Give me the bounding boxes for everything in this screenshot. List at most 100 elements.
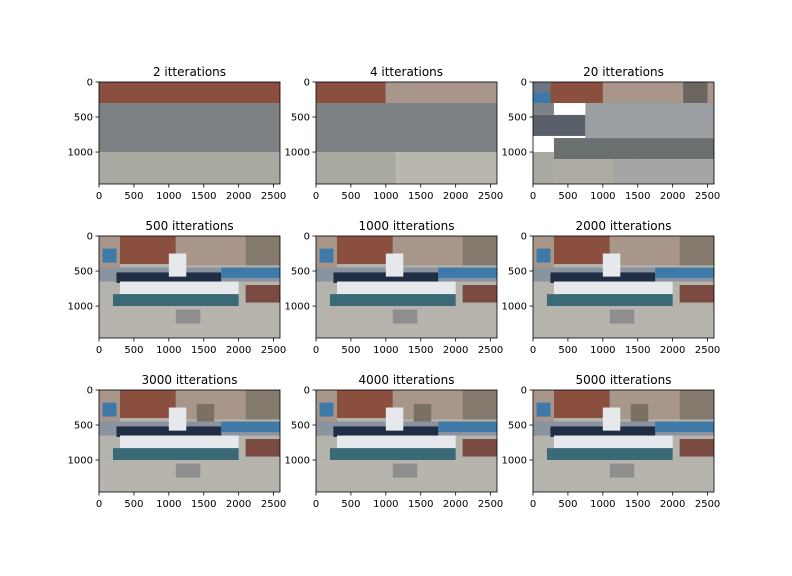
image-block (553, 435, 673, 449)
y-tick-label: 500 (508, 113, 527, 124)
panel-image (533, 390, 714, 492)
x-tick-label: 1000 (590, 499, 615, 510)
panel-image (99, 390, 280, 492)
axes-frame (315, 389, 498, 493)
image-block (196, 404, 215, 426)
x-tick-label: 0 (530, 499, 536, 510)
panel-title: 2 itterations (153, 65, 226, 79)
x-tick-label: 1500 (625, 345, 650, 356)
x-tick-label: 2000 (226, 345, 251, 356)
panel-1: 2 itterations 0 500 1000 1500 2000 2500 0 500 100… (68, 65, 287, 202)
panel-2: 4 itterations 0 500 1000 1500 2000 2500 0 500 100… (285, 65, 504, 202)
axes-frame (315, 235, 498, 339)
x-tick-label: 0 (530, 345, 536, 356)
x-tick-label: 1500 (625, 191, 650, 202)
image-block (168, 407, 187, 431)
image-block (396, 152, 497, 184)
image-block (329, 448, 456, 461)
image-block (333, 426, 439, 437)
panel-title: 3000 itterations (141, 373, 237, 387)
image-block (319, 248, 334, 263)
image-block (119, 236, 176, 265)
y-tick-label: 0 (521, 78, 527, 89)
image-block (613, 159, 714, 184)
image-block (392, 236, 463, 266)
axes-frame (532, 235, 715, 339)
image-block (116, 272, 222, 283)
image-block (602, 253, 621, 277)
panel-title: 4 itterations (370, 65, 443, 79)
y-tick-label: 1000 (502, 456, 527, 467)
panel-6: 2000 itterations 0 500 1000 1500 2000 2500 0 500… (502, 219, 721, 356)
x-tick-label: 0 (96, 345, 102, 356)
x-tick-label: 0 (530, 191, 536, 202)
panel-image (316, 236, 497, 338)
y-tick-label: 1000 (68, 456, 93, 467)
image-block (553, 236, 610, 265)
x-tick-label: 500 (341, 345, 360, 356)
x-tick-label: 500 (558, 345, 577, 356)
x-tick-label: 1000 (590, 191, 615, 202)
image-block (609, 236, 680, 266)
image-block (245, 236, 280, 266)
axes-frame (98, 389, 281, 493)
image-block (462, 285, 497, 303)
x-tick-label: 0 (313, 345, 319, 356)
y-tick-label: 500 (74, 421, 93, 432)
image-block (630, 404, 649, 426)
image-block (546, 448, 673, 461)
x-tick-label: 500 (341, 499, 360, 510)
image-block (316, 152, 397, 184)
x-tick-label: 500 (341, 191, 360, 202)
axes-frame (98, 81, 281, 185)
image-block (462, 236, 497, 266)
y-tick-label: 500 (508, 267, 527, 278)
x-tick-label: 1500 (625, 499, 650, 510)
panel-3: 20 itterations 0 500 1000 1500 2000 2500 0 500 10… (502, 65, 721, 202)
panel-image (316, 390, 497, 492)
y-tick-label: 1000 (285, 302, 310, 313)
image-block (533, 114, 586, 136)
y-tick-label: 0 (87, 232, 93, 243)
image-block (533, 152, 554, 184)
panel-9: 5000 itterations 0 500 1000 1500 2000 2500 0 500… (502, 373, 721, 510)
x-tick-label: 2000 (660, 191, 685, 202)
image-block (655, 421, 714, 433)
x-tick-label: 2500 (478, 191, 503, 202)
image-block (316, 82, 386, 104)
x-tick-label: 2000 (226, 499, 251, 510)
x-tick-label: 1500 (191, 345, 216, 356)
y-tick-label: 500 (291, 267, 310, 278)
image-block (316, 103, 497, 153)
x-tick-label: 1000 (373, 499, 398, 510)
image-block (392, 309, 418, 324)
image-block (536, 248, 551, 263)
panel-image (99, 236, 280, 338)
axes-frame (532, 81, 715, 185)
x-tick-label: 0 (96, 499, 102, 510)
image-block (175, 236, 246, 266)
x-tick-label: 500 (558, 499, 577, 510)
y-tick-label: 500 (508, 421, 527, 432)
x-tick-label: 2500 (695, 345, 720, 356)
panel-5: 1000 itterations 0 500 1000 1500 2000 2500 0 500… (285, 219, 504, 356)
image-block (438, 421, 497, 433)
image-block (99, 82, 280, 104)
panel-title: 5000 itterations (575, 373, 671, 387)
axes-frame (98, 235, 281, 339)
image-block (546, 294, 673, 307)
panel-image (533, 82, 714, 184)
image-block (175, 463, 201, 478)
image-block (462, 439, 497, 457)
x-tick-label: 0 (313, 499, 319, 510)
image-block (336, 281, 456, 295)
image-block (533, 92, 551, 106)
x-tick-label: 2000 (660, 345, 685, 356)
image-block (319, 402, 334, 417)
x-tick-label: 2500 (478, 499, 503, 510)
image-block (655, 267, 714, 279)
image-block (536, 402, 551, 417)
x-tick-label: 0 (96, 191, 102, 202)
x-tick-label: 1500 (408, 191, 433, 202)
x-tick-label: 1000 (156, 499, 181, 510)
